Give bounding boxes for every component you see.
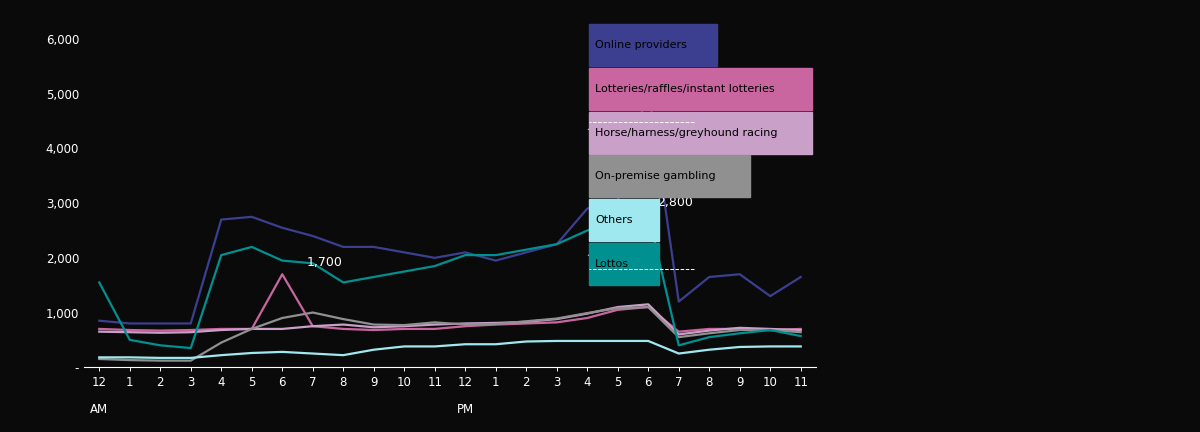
FancyBboxPatch shape [589, 68, 812, 110]
Text: 5,100: 5,100 [658, 67, 694, 80]
Text: Online providers: Online providers [595, 40, 686, 50]
Text: Others: Others [595, 215, 632, 225]
Text: Lotteries/raffles/instant lotteries: Lotteries/raffles/instant lotteries [595, 84, 774, 94]
Text: Lottos: Lottos [595, 259, 629, 269]
FancyBboxPatch shape [589, 199, 659, 241]
Text: On-premise gambling: On-premise gambling [595, 172, 715, 181]
FancyBboxPatch shape [589, 112, 812, 154]
Text: 1,700: 1,700 [307, 256, 342, 269]
FancyBboxPatch shape [589, 243, 659, 285]
FancyBboxPatch shape [589, 24, 718, 66]
FancyBboxPatch shape [589, 156, 750, 197]
Text: 2,800: 2,800 [658, 196, 694, 209]
Text: AM: AM [90, 403, 108, 416]
Text: Horse/harness/greyhound racing: Horse/harness/greyhound racing [595, 128, 778, 138]
Text: PM: PM [457, 403, 474, 416]
